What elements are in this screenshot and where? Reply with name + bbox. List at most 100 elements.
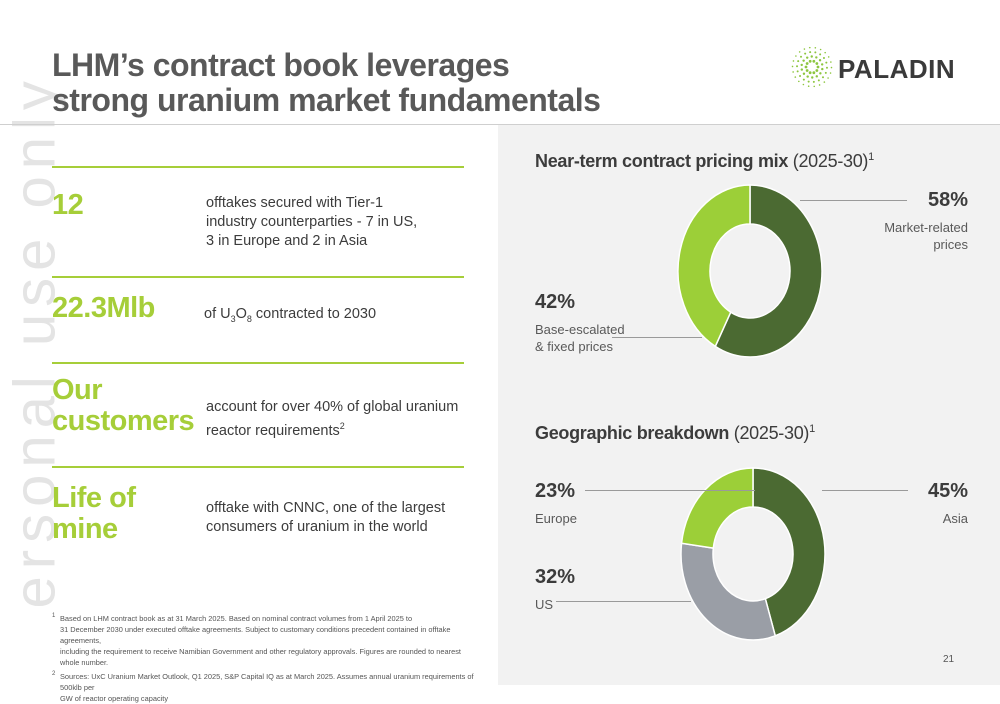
logo-dot — [822, 56, 825, 59]
legend-label-asia: Asia — [942, 511, 968, 526]
logo-dot — [798, 80, 800, 83]
metric-line: customers — [52, 405, 195, 437]
leader-line — [800, 200, 907, 201]
slice-market-related-prices — [714, 184, 823, 358]
chart-title-bold: Geographic breakdown — [535, 423, 730, 443]
logo-dot — [827, 77, 829, 79]
logo-dot — [812, 71, 816, 75]
slice-europe — [680, 467, 754, 549]
leader-line — [822, 490, 908, 491]
divider-4 — [52, 466, 464, 468]
label-line: prices — [933, 237, 968, 252]
slice-us — [680, 542, 777, 641]
logo-dot — [792, 60, 795, 62]
logo-dot — [794, 76, 797, 78]
data-label-base-escalated: 42% — [535, 291, 576, 313]
logo-dot — [798, 51, 801, 53]
logo-dot — [819, 53, 822, 56]
logo-dot — [797, 60, 800, 63]
logo-dot — [823, 81, 826, 83]
geographic-donut — [680, 467, 826, 641]
desc-line: offtake with CNNC, one of the largest — [206, 500, 446, 516]
logo-dot — [800, 68, 804, 71]
slice-base-escalated-fixed-prices — [677, 184, 751, 348]
logo-dot — [821, 67, 824, 71]
paladin-logo: PALADIN — [790, 38, 960, 96]
chart-2-title: Geographic breakdown (2025-30)1 — [535, 423, 815, 444]
logo-dot — [825, 61, 828, 64]
slice-asia — [752, 467, 826, 637]
footnote-ref: 1 — [809, 423, 815, 435]
logo-dot — [824, 51, 826, 54]
pricing-mix-donut — [677, 184, 823, 358]
logo-text: PALADIN — [838, 54, 956, 84]
footnote-ref: 1 — [868, 151, 874, 163]
logo-dot — [806, 75, 809, 78]
logo-dot — [819, 48, 822, 51]
logo-dot — [808, 59, 812, 63]
logo-dot — [827, 56, 830, 58]
page-number: 21 — [943, 654, 955, 665]
logo-dot — [814, 46, 817, 49]
footnote-number: 1 — [52, 613, 56, 619]
footnote-ref: 2 — [339, 421, 345, 431]
leader-line — [556, 601, 691, 602]
legend-label-us: US — [535, 597, 554, 612]
metric-contracted-value: 22.3Mlb — [52, 292, 155, 324]
legend-label-market-related: Market-related prices — [860, 219, 968, 253]
footnote-line: Sources: UxC Uranium Market Outlook, Q1 … — [60, 672, 474, 692]
logo-dot — [802, 59, 805, 62]
desc-text: of U — [204, 306, 231, 322]
logo-dot — [814, 51, 817, 54]
metric-customers-value: Our customers — [52, 375, 195, 437]
logo-dot — [815, 56, 818, 59]
logo-dot — [802, 72, 806, 75]
footnote-line: Based on LHM contract book as at 31 Marc… — [60, 614, 413, 623]
logo-dot — [807, 85, 810, 88]
chart-title-period: (2025-30) — [788, 151, 869, 171]
logo-dot — [804, 52, 807, 55]
logo-dot — [825, 66, 828, 69]
metric-offtakes-desc: offtakes secured with Tier-1 industry co… — [206, 194, 417, 251]
logo-dot — [808, 46, 811, 49]
footnote-number: 2 — [52, 671, 56, 677]
data-label-us: 32% — [535, 566, 576, 588]
metric-lom-desc: offtake with CNNC, one of the largest co… — [206, 499, 445, 537]
logo-dot — [799, 75, 802, 78]
logo-dot — [808, 71, 812, 75]
logo-dot — [811, 76, 814, 79]
desc-line: industry counterparties - 7 in US, — [206, 214, 418, 230]
logo-dot — [812, 80, 815, 83]
data-label-europe: 23% — [535, 480, 576, 502]
paladin-burst-icon — [791, 46, 833, 88]
logo-dot — [810, 55, 813, 58]
logo-dot — [818, 59, 822, 62]
metric-lom-value: Life of mine — [52, 483, 136, 545]
title-line-2: strong uranium market fundamentals — [52, 82, 601, 118]
footnote-line: 31 December 2030 under executed offtake … — [60, 625, 451, 645]
desc-text: contracted to 2030 — [251, 306, 377, 322]
desc-line: account for over 40% of global uranium — [206, 399, 459, 415]
chart-1-title: Near-term contract pricing mix (2025-30)… — [535, 151, 874, 172]
footnote-2: 2 Sources: UxC Uranium Market Outlook, Q… — [52, 671, 482, 704]
data-label-market-related: 58% — [927, 189, 968, 211]
subscript: 8 — [246, 313, 252, 324]
label-line: & fixed prices — [535, 339, 614, 354]
leader-line — [612, 337, 702, 338]
logo-dot — [830, 61, 832, 63]
footnote-line: including the requirement to receive Nam… — [60, 647, 461, 667]
logo-dot — [806, 56, 809, 59]
logo-dot — [796, 65, 799, 68]
logo-dot — [812, 59, 816, 63]
label-line: Base-escalated — [535, 322, 625, 337]
logo-dot — [821, 76, 824, 79]
page-title: LHM’s contract book leverages strong ura… — [52, 48, 601, 118]
logo-dot — [818, 84, 821, 86]
metric-contracted-desc: of U3O8 contracted to 2030 — [204, 305, 376, 329]
divider-3 — [52, 362, 464, 364]
logo-dot — [805, 62, 809, 65]
logo-dot — [792, 71, 794, 73]
logo-dot — [816, 65, 820, 69]
logo-dot — [813, 85, 816, 88]
logo-dot — [815, 62, 819, 65]
